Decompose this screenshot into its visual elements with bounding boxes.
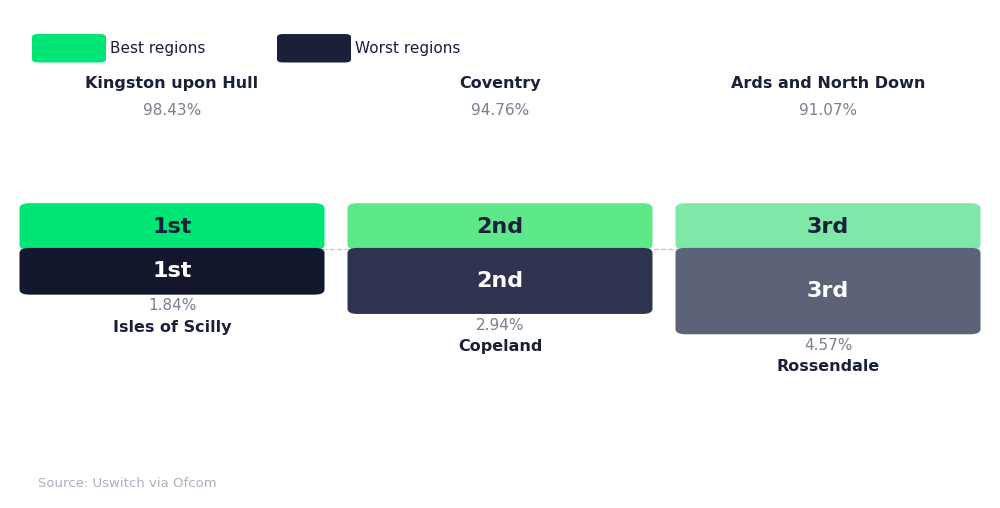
FancyBboxPatch shape [676, 248, 980, 334]
Text: 2.94%: 2.94% [476, 318, 524, 333]
Text: 3rd: 3rd [807, 281, 849, 301]
Text: Best regions: Best regions [110, 41, 205, 56]
FancyBboxPatch shape [348, 248, 652, 314]
FancyBboxPatch shape [19, 203, 324, 250]
Text: 2nd: 2nd [476, 271, 524, 291]
FancyBboxPatch shape [348, 203, 652, 250]
FancyBboxPatch shape [277, 34, 351, 62]
Text: Coventry: Coventry [459, 76, 541, 91]
Text: 1.84%: 1.84% [148, 298, 196, 313]
Text: 3rd: 3rd [807, 216, 849, 237]
Text: 94.76%: 94.76% [471, 103, 529, 118]
Text: Source: Uswitch via Ofcom: Source: Uswitch via Ofcom [38, 477, 217, 490]
Text: 1st: 1st [152, 261, 192, 281]
Text: Rossendale: Rossendale [776, 359, 880, 374]
FancyBboxPatch shape [676, 203, 980, 250]
Text: 91.07%: 91.07% [799, 103, 857, 118]
Text: Worst regions: Worst regions [355, 41, 460, 56]
Text: 2nd: 2nd [476, 216, 524, 237]
Text: 1st: 1st [152, 216, 192, 237]
Text: 4.57%: 4.57% [804, 338, 852, 353]
FancyBboxPatch shape [19, 248, 324, 295]
FancyBboxPatch shape [32, 34, 106, 62]
Text: Kingston upon Hull: Kingston upon Hull [85, 76, 259, 91]
Text: 98.43%: 98.43% [143, 103, 201, 118]
Text: Ards and North Down: Ards and North Down [731, 76, 925, 91]
Text: Copeland: Copeland [458, 339, 542, 354]
Text: Isles of Scilly: Isles of Scilly [113, 320, 231, 335]
